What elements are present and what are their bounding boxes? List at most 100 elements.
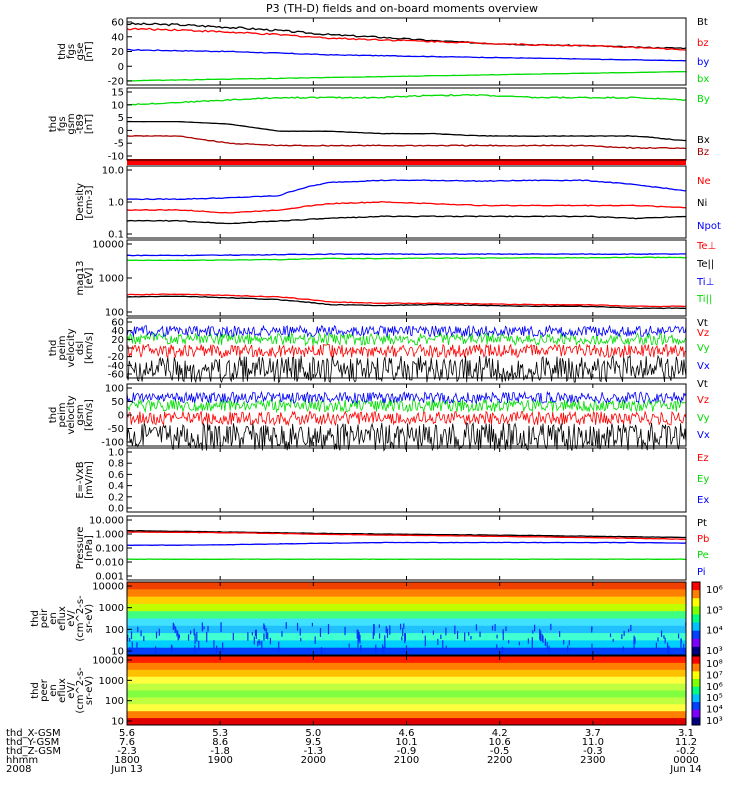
y-axis-label-line: eflux: [57, 606, 68, 631]
spectrogram-pixel: [668, 645, 670, 656]
y-axis-label-line: Pressure: [75, 527, 86, 570]
spectrogram-pixel: [445, 627, 447, 636]
y-axis-label: Pressure[nPa]: [75, 527, 95, 570]
series-line-vx: [126, 390, 687, 405]
spectrogram-pixel: [143, 635, 145, 642]
y-tick-label: 10.0: [102, 166, 124, 177]
y-axis-label-line: (cm^2-s-: [75, 595, 86, 642]
x-tick-value: -1.8: [210, 746, 230, 757]
x-tick-value: 7.6: [119, 737, 135, 748]
spectrogram-pixel: [267, 632, 269, 640]
spectrogram-pixel: [559, 631, 561, 637]
y-tick-label: 20: [111, 335, 124, 346]
spectrogram-band: [127, 704, 686, 712]
y-tick-label: -20: [108, 77, 124, 88]
legend-vz: Vz: [697, 328, 709, 339]
y-tick-label: 0.010: [95, 558, 124, 569]
spectrogram-pixel: [664, 637, 666, 644]
y-axis-label-line: [cm-3]: [84, 185, 95, 218]
y-tick-label: 1000: [99, 676, 124, 687]
colorbar-segment: [692, 630, 700, 640]
colorbar-segment: [692, 582, 700, 591]
spectrogram-pixel: [177, 635, 179, 641]
spectrogram-band: [127, 676, 686, 685]
spectrogram-pixel: [213, 640, 215, 649]
spectrogram-pixel: [440, 634, 442, 640]
spectrogram-pixel: [591, 626, 593, 633]
spectrogram-pixel: [327, 624, 330, 635]
legend-bz: Bz: [697, 147, 709, 158]
x-tick-value: 10.6: [489, 737, 511, 748]
y-tick-label: 10.000: [89, 516, 124, 527]
spectrogram-band: [127, 603, 686, 612]
colorbar-segment: [692, 717, 700, 726]
x-tick-value: 2300: [580, 755, 605, 766]
colorbar-tick-label: 10⁶: [706, 585, 723, 596]
legend-bt: Bt: [697, 17, 708, 28]
spectrogram-pixel: [216, 645, 218, 654]
y-tick-label: -100: [101, 438, 124, 449]
spectrogram-pixel: [496, 644, 498, 650]
y-axis-label-line: fgs: [57, 116, 68, 131]
y-axis-label-line: sr-eV): [84, 676, 95, 705]
spectrogram-pixel: [265, 628, 267, 639]
x-tick-value: 4.6: [399, 728, 415, 739]
spectrogram-pixel: [285, 622, 287, 629]
spectrogram-pixel: [382, 644, 384, 653]
spectrogram-pixel: [623, 630, 625, 636]
spectrogram-pixel: [257, 641, 259, 647]
y-axis-label: Density[cm-3]: [75, 183, 95, 221]
legend-ne: Ne: [697, 176, 711, 187]
legend-bx: bx: [697, 74, 709, 85]
spectrogram-pixel: [567, 645, 569, 653]
series-line-pb: [126, 531, 687, 540]
x-tick-value: 9.5: [305, 737, 321, 748]
series-line-pt: [126, 529, 687, 539]
y-axis-label-line: thd: [30, 610, 41, 627]
colorbar-tick-label: 10⁸: [706, 659, 723, 670]
spectrogram-pixel: [172, 622, 174, 630]
spectrogram-pixel: [154, 646, 157, 657]
y-axis-label-line: fgs: [66, 44, 77, 59]
y-tick-label: 50: [111, 397, 124, 408]
y-axis-label-line: [nT]: [84, 114, 95, 134]
y-axis-label-line: velocity: [66, 395, 77, 434]
spectrogram-pixel: [633, 635, 635, 643]
spectrogram-pixel: [442, 640, 444, 649]
y-tick-label: 100: [105, 308, 124, 319]
y-tick-label: 1000: [99, 603, 124, 614]
x-tick-value: 5.6: [119, 728, 135, 739]
y-axis-label-line: [km/s]: [84, 399, 95, 431]
spectrogram-pixel: [405, 645, 408, 654]
legend-ti: Ti||: [696, 294, 712, 305]
spectrogram-pixel: [612, 638, 614, 642]
spectrogram-pixel: [201, 622, 203, 632]
spectrogram-band: [127, 618, 686, 627]
y-tick-label: 0.001: [95, 572, 124, 583]
y-axis-label-line: [mV/m]: [84, 461, 95, 499]
spectrogram-pixel: [403, 623, 405, 629]
panel-10: 10⁸10⁷10⁶10⁵10⁴10³10000100010010thdpeere…: [30, 655, 723, 728]
y-axis-label-line: peim: [57, 335, 68, 360]
y-tick-label: 10000: [92, 656, 124, 667]
spectrogram-pixel: [494, 624, 496, 632]
spectrogram-pixel: [437, 638, 439, 645]
y-tick-label: 10: [111, 717, 124, 728]
spectrogram-band: [127, 662, 686, 671]
spectrogram-pixel: [220, 622, 222, 632]
colorbar-tick-label: 10³: [706, 646, 723, 657]
spectrogram-pixel: [261, 640, 263, 649]
x-row-label: 2008: [6, 764, 31, 775]
panel-frame: [126, 87, 687, 161]
y-tick-label: 10: [111, 100, 124, 111]
series-line-bz: [126, 27, 687, 51]
legend-by: By: [697, 94, 710, 105]
colorbar-tick-label: 10⁷: [706, 670, 723, 681]
y-axis-label-line: [km/s]: [84, 332, 95, 364]
y-tick-label: 0.8: [108, 459, 124, 470]
spectrogram-pixel: [634, 637, 636, 644]
y-tick-label: 60: [111, 318, 124, 329]
